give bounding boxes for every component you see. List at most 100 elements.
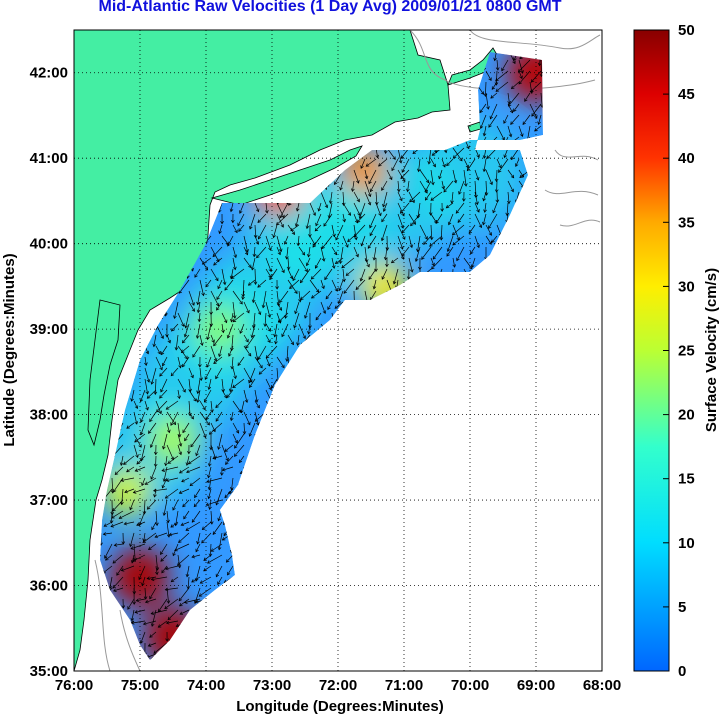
velocity-arrow xyxy=(265,301,271,318)
velocity-arrow-head xyxy=(381,187,385,191)
velocity-arrow-head xyxy=(191,302,195,306)
velocity-arrow-head xyxy=(177,395,181,400)
velocity-arrow-head xyxy=(355,286,360,290)
velocity-arrow xyxy=(162,477,168,489)
velocity-arrow xyxy=(243,411,251,425)
velocity-arrow xyxy=(227,565,234,576)
velocity-arrow-head xyxy=(196,540,200,545)
velocity-arrow xyxy=(150,433,157,448)
velocity-arrow xyxy=(130,543,146,550)
velocity-arrow xyxy=(184,433,190,441)
velocity-arrow-head xyxy=(381,218,385,223)
velocity-arrow xyxy=(491,235,498,243)
velocity-arrow xyxy=(183,510,190,520)
velocity-arrow xyxy=(335,224,344,241)
velocity-arrow xyxy=(446,202,454,209)
velocity-arrow-head xyxy=(164,495,169,499)
velocity-arrow-head xyxy=(166,519,170,524)
velocity-arrow-head xyxy=(239,330,243,334)
velocity-arrow xyxy=(364,180,371,197)
velocity-arrow-head xyxy=(491,239,495,244)
velocity-arrow-head xyxy=(167,460,172,464)
velocity-arrow-head xyxy=(369,188,374,193)
velocity-arrow-head xyxy=(519,174,523,179)
velocity-arrow-head xyxy=(184,437,188,442)
velocity-arrow xyxy=(185,521,201,531)
velocity-arrow xyxy=(421,246,432,260)
velocity-arrow xyxy=(492,202,498,213)
velocity-arrow xyxy=(488,114,498,128)
velocity-arrow xyxy=(265,356,271,367)
velocity-arrow-head xyxy=(146,395,151,399)
velocity-arrow-head xyxy=(121,541,126,545)
velocity-arrow-head xyxy=(235,430,240,434)
velocity-arrow xyxy=(276,235,282,252)
velocity-arrow-head xyxy=(197,318,202,323)
velocity-arrow xyxy=(327,301,333,310)
velocity-arrow-head xyxy=(191,519,196,523)
velocity-arrow xyxy=(254,202,259,212)
velocity-arrow xyxy=(206,477,223,483)
velocity-arrow-head xyxy=(227,490,232,495)
velocity-arrow xyxy=(144,378,148,395)
velocity-arrow xyxy=(129,499,135,510)
velocity-arrow xyxy=(254,224,257,238)
velocity-arrow xyxy=(177,356,181,368)
velocity-arrow xyxy=(231,477,234,490)
velocity-arrow-head xyxy=(364,175,369,180)
velocity-arrow xyxy=(483,158,487,172)
velocity-arrow-head xyxy=(452,155,457,159)
velocity-arrow xyxy=(320,279,325,289)
velocity-arrow xyxy=(112,576,124,589)
velocity-arrow-head xyxy=(193,398,197,402)
velocity-arrow-head xyxy=(321,245,325,250)
velocity-arrow-head xyxy=(217,546,222,551)
velocity-arrow xyxy=(429,235,443,247)
velocity-arrow-head xyxy=(145,406,149,411)
velocity-arrow-head xyxy=(230,366,235,370)
velocity-arrow-head xyxy=(206,336,210,341)
velocity-arrow-head xyxy=(402,236,406,240)
velocity-arrow-head xyxy=(157,624,162,628)
velocity-arrow xyxy=(276,312,281,324)
velocity-arrow xyxy=(186,466,201,473)
velocity-arrow xyxy=(369,213,377,228)
velocity-arrow xyxy=(463,169,467,187)
velocity-arrow-head xyxy=(181,478,185,483)
velocity-arrow xyxy=(203,554,212,561)
velocity-arrow xyxy=(221,389,228,399)
velocity-arrow xyxy=(378,158,388,167)
velocity-arrow xyxy=(531,70,542,83)
velocity-arrow-head xyxy=(519,55,523,60)
velocity-arrow xyxy=(230,202,234,212)
velocity-arrow xyxy=(120,455,124,466)
velocity-arrow-head xyxy=(168,532,173,537)
velocity-arrow xyxy=(331,279,338,292)
velocity-arrow-head xyxy=(146,576,151,581)
velocity-arrow-head xyxy=(249,226,253,230)
velocity-arrow xyxy=(182,334,190,344)
velocity-arrow-head xyxy=(144,481,149,485)
velocity-arrow xyxy=(184,598,201,603)
velocity-arrow xyxy=(529,103,538,119)
velocity-arrow-head xyxy=(194,599,199,604)
velocity-arrow xyxy=(338,279,344,291)
velocity-arrow xyxy=(179,609,190,615)
velocity-arrow xyxy=(496,125,505,141)
velocity-arrow xyxy=(178,279,190,294)
velocity-arrow xyxy=(131,389,135,402)
velocity-arrow xyxy=(210,510,213,525)
velocity-arrow-head xyxy=(488,241,492,245)
velocity-arrow-head xyxy=(267,673,270,676)
velocity-arrow xyxy=(199,334,203,346)
velocity-arrow-head xyxy=(178,470,183,474)
velocity-arrow-head xyxy=(325,295,330,300)
velocity-arrow-head xyxy=(267,339,271,344)
velocity-arrow xyxy=(182,499,190,507)
velocity-arrow xyxy=(456,246,465,261)
velocity-arrow-head xyxy=(207,495,211,500)
velocity-arrow-head xyxy=(534,128,538,132)
velocity-arrow-head xyxy=(537,121,541,125)
velocity-arrow xyxy=(171,323,179,332)
velocity-arrow xyxy=(237,213,245,226)
